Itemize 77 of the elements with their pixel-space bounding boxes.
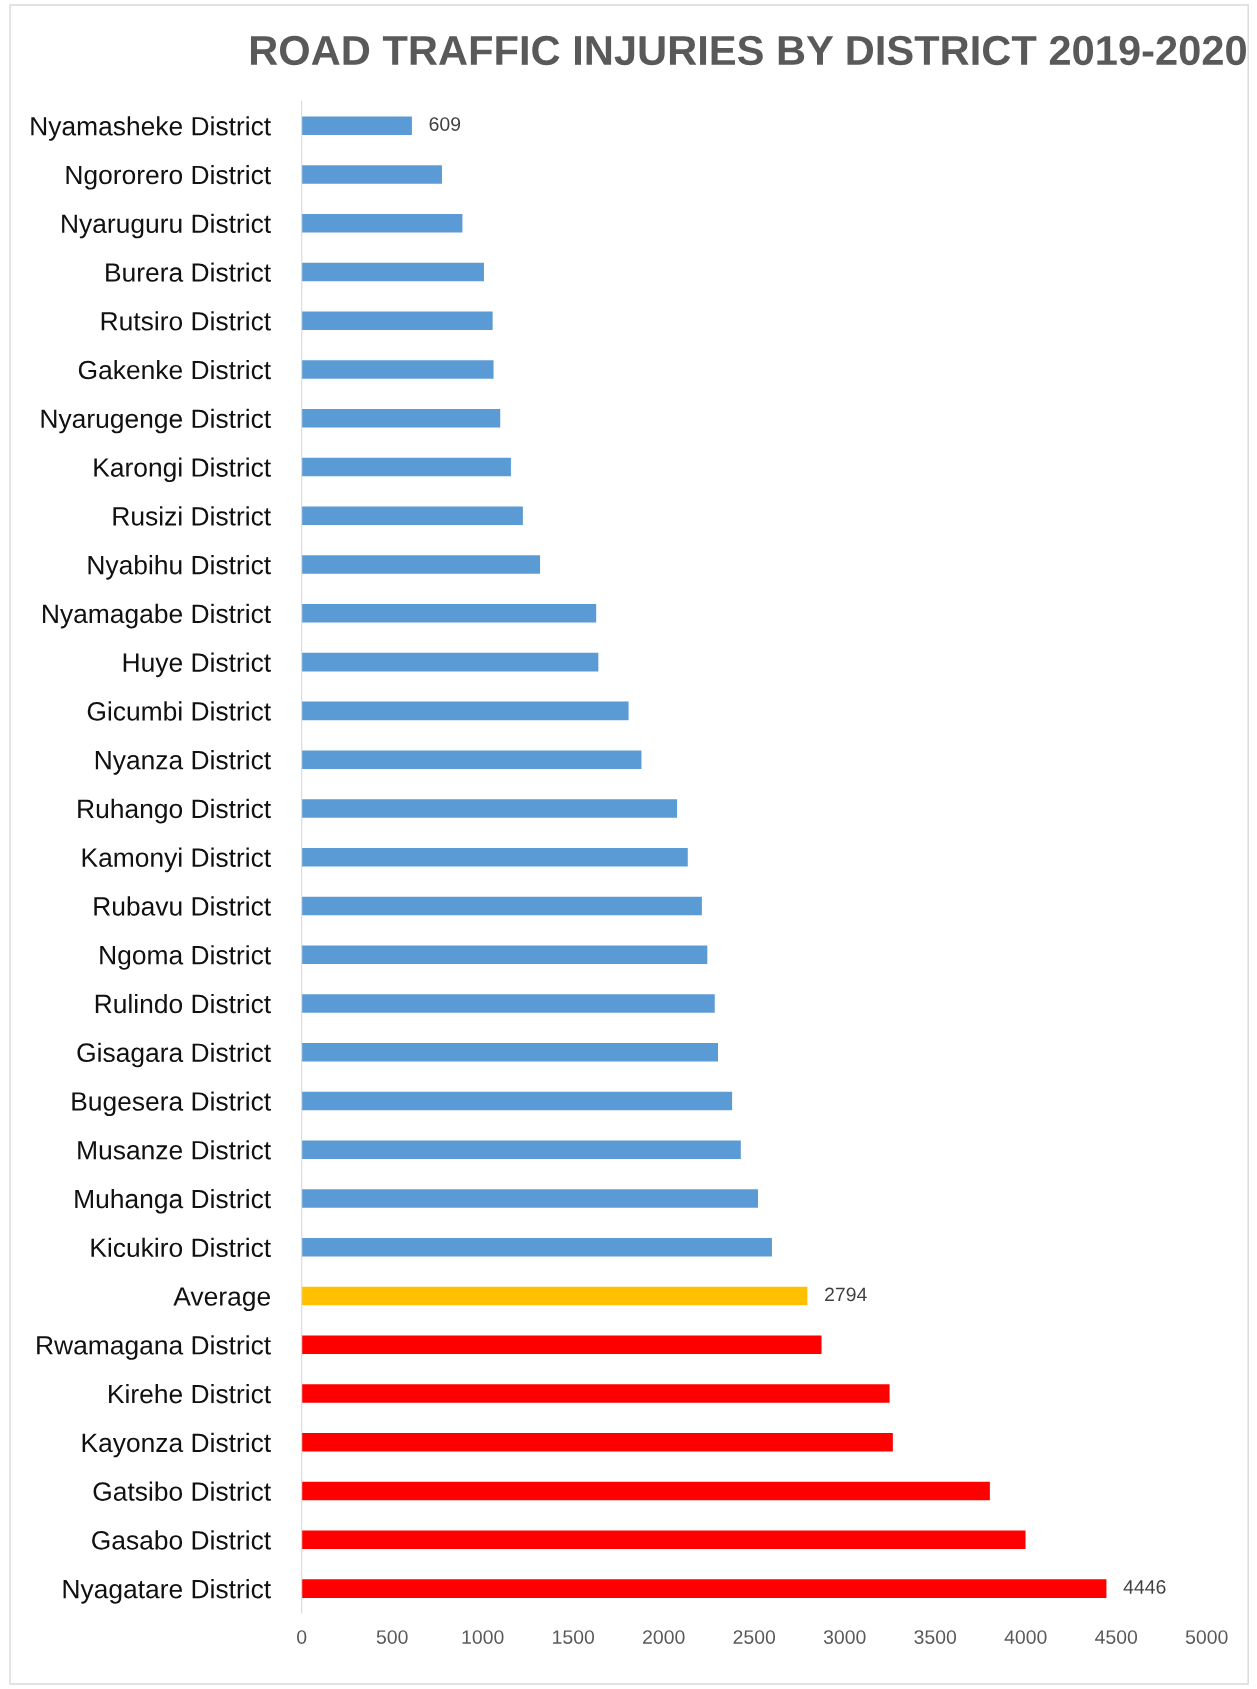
- y-tick-label: Muhanga District: [75, 1188, 271, 1214]
- y-tick-label: Kirehe District: [109, 1384, 271, 1404]
- y-tick-label: Nyamagabe District: [43, 603, 271, 629]
- y-tick-label: Gakenke District: [78, 359, 271, 380]
- x-tick-label: 0: [297, 1630, 307, 1644]
- y-tick-label: Ruhango District: [78, 798, 271, 824]
- x-tick-label: 2500: [733, 1630, 776, 1644]
- y-tick-label: Gatsibo District: [93, 1481, 271, 1501]
- x-tick-label: 2000: [643, 1630, 685, 1644]
- y-tick-label: Kayonza District: [82, 1432, 271, 1458]
- bar: [301, 1481, 990, 1501]
- y-tick-label: Nyaruguru District: [62, 213, 271, 239]
- y-tick-label: Nyagatare District: [63, 1579, 271, 1604]
- chart-title: ROAD TRAFFIC INJURIES BY DISTRICT 2019-2020: [250, 35, 1246, 66]
- y-tick-label: Rwamagana District: [37, 1335, 271, 1360]
- y-tick-label: Bugesera District: [72, 1091, 271, 1117]
- y-tick-label: Rulindo District: [95, 993, 271, 1014]
- bar: [301, 1091, 733, 1111]
- bar: [301, 1335, 822, 1355]
- y-tick-label: Ngororero District: [66, 164, 271, 190]
- x-tick-label: 5000: [1185, 1630, 1228, 1644]
- bar: [301, 116, 412, 135]
- bar: [301, 165, 442, 184]
- bar: [301, 360, 494, 379]
- bar: [301, 847, 688, 867]
- x-tick-label: 4500: [1095, 1630, 1138, 1644]
- y-tick-label: Burera District: [106, 262, 271, 282]
- x-tick-label: 3500: [914, 1630, 957, 1644]
- data-label: 2794: [825, 1287, 867, 1302]
- bar: [301, 1189, 758, 1208]
- y-tick-label: Nyamasheke District: [31, 116, 271, 141]
- x-tick-label: 3000: [823, 1630, 866, 1644]
- bar: [301, 213, 463, 233]
- y-tick-label: Huye District: [123, 652, 271, 678]
- bar: [301, 1238, 772, 1257]
- bar: [301, 604, 597, 623]
- data-label: 609: [429, 117, 461, 131]
- y-tick-label: Gasabo District: [92, 1530, 271, 1550]
- x-tick-label: 1500: [553, 1630, 595, 1644]
- bar: [301, 994, 715, 1013]
- bar: [301, 799, 678, 818]
- bar: [301, 1140, 741, 1160]
- x-tick-label: 4000: [1004, 1630, 1047, 1644]
- y-tick-label: Musanze District: [78, 1140, 271, 1160]
- x-tick-label: 500: [376, 1630, 408, 1644]
- bar: [301, 457, 511, 477]
- y-tick-label: Nyabihu District: [88, 555, 271, 580]
- bar: [301, 506, 523, 526]
- y-tick-label: Average: [173, 1287, 270, 1312]
- bar: [301, 311, 493, 331]
- y-tick-label: Rutsiro District: [101, 311, 271, 331]
- bar: [301, 409, 501, 428]
- y-tick-label: Ngoma District: [100, 945, 271, 970]
- bar: [301, 1433, 893, 1452]
- bar: [301, 1042, 718, 1062]
- y-tick-label: Karongi District: [94, 457, 271, 483]
- x-tick-label: 1000: [462, 1630, 504, 1644]
- y-tick-label: Nyarugenge District: [41, 408, 271, 434]
- y-tick-label: Nyanza District: [95, 750, 271, 775]
- bar: [301, 1384, 890, 1403]
- y-tick-label: Kicukiro District: [91, 1237, 271, 1258]
- bar: [301, 1286, 808, 1306]
- y-tick-label: Kamonyi District: [82, 847, 271, 873]
- y-tick-label: Rusizi District: [113, 506, 271, 526]
- bar: [301, 896, 702, 916]
- bar: [301, 1579, 1107, 1598]
- bar: [301, 262, 484, 282]
- bar: [301, 701, 629, 721]
- bar: [301, 750, 642, 769]
- bar: [301, 652, 599, 672]
- y-tick-label: Gicumbi District: [87, 701, 271, 721]
- bar: [301, 1530, 1026, 1550]
- y-tick-label: Rubavu District: [94, 896, 271, 916]
- bar: [301, 555, 541, 574]
- data-label: 4446: [1123, 1580, 1166, 1594]
- bar: [301, 945, 708, 964]
- y-tick-label: Gisagara District: [77, 1042, 271, 1068]
